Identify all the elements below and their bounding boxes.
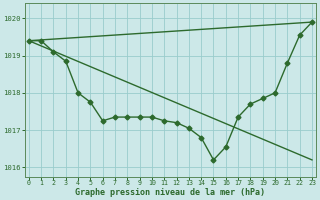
X-axis label: Graphe pression niveau de la mer (hPa): Graphe pression niveau de la mer (hPa) [76, 188, 265, 197]
